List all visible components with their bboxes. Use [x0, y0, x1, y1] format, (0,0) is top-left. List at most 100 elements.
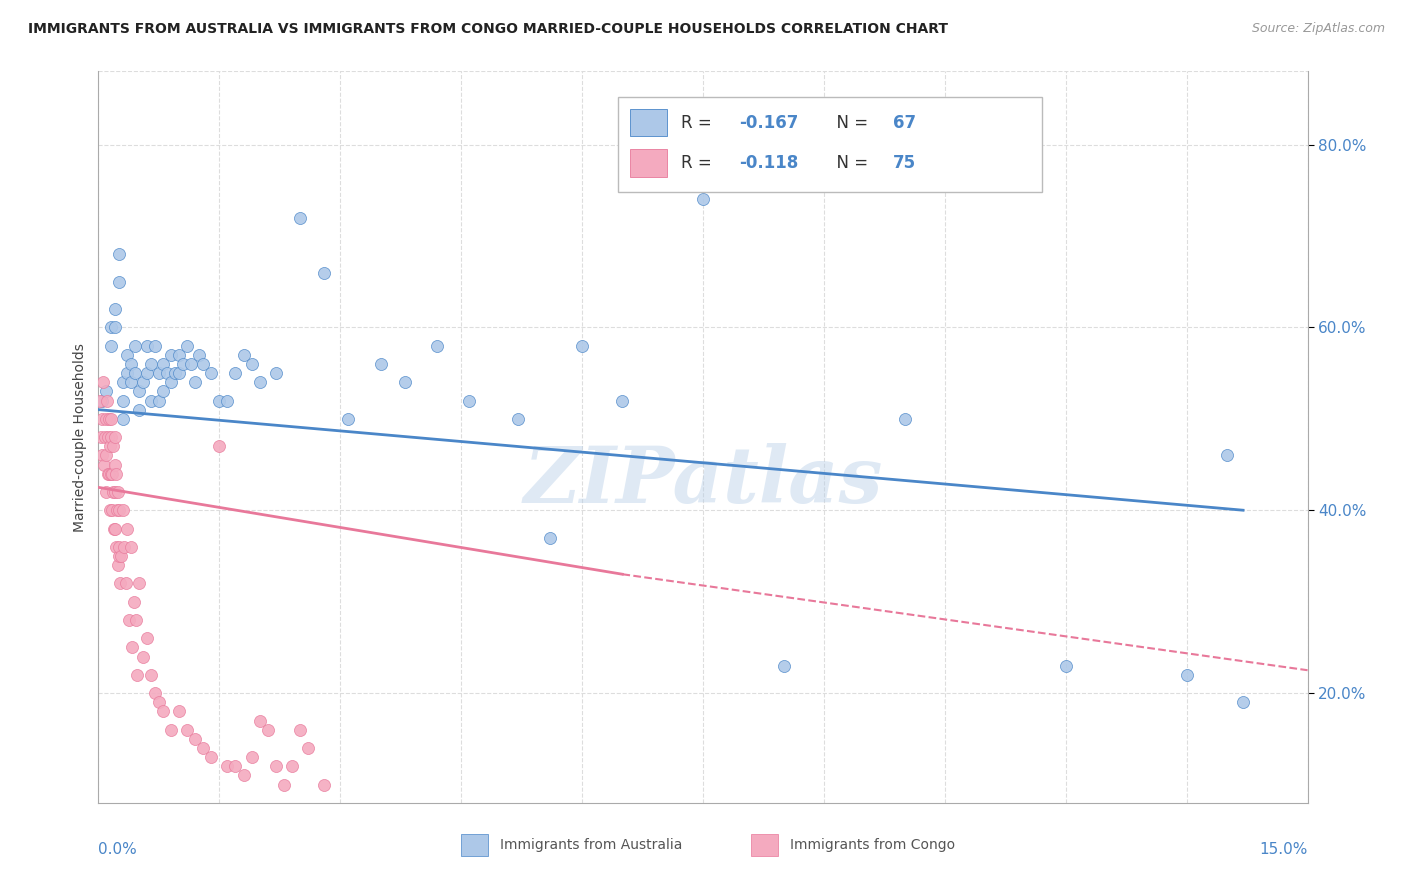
- Point: [97, 430, 120, 444]
- Point: [96, 384, 118, 399]
- Point: [98, 503, 121, 517]
- Point: [135, 366, 157, 380]
- Point: [107, 485, 129, 500]
- Text: -0.167: -0.167: [740, 113, 799, 131]
- Point: [93, 458, 115, 472]
- Point: [232, 348, 254, 362]
- Point: [97, 412, 120, 426]
- Point: [264, 366, 287, 380]
- Point: [172, 357, 194, 371]
- Point: [110, 549, 132, 563]
- Point: [103, 430, 125, 444]
- Bar: [461, 834, 488, 856]
- Point: [124, 366, 146, 380]
- Point: [100, 467, 122, 481]
- Point: [101, 467, 124, 481]
- Point: [163, 366, 186, 380]
- Text: ZIPatlas: ZIPatlas: [523, 442, 883, 519]
- Point: [200, 366, 222, 380]
- Point: [458, 393, 481, 408]
- Point: [111, 393, 134, 408]
- Point: [139, 393, 162, 408]
- Point: [426, 339, 449, 353]
- Point: [89, 393, 111, 408]
- Point: [96, 412, 118, 426]
- Point: [297, 740, 319, 755]
- Point: [101, 503, 124, 517]
- Point: [105, 540, 128, 554]
- Point: [124, 339, 146, 353]
- Point: [281, 759, 304, 773]
- Point: [571, 339, 593, 353]
- Point: [121, 640, 143, 655]
- Text: Source: ZipAtlas.com: Source: ZipAtlas.com: [1251, 22, 1385, 36]
- Point: [107, 247, 129, 261]
- Point: [117, 521, 139, 535]
- Point: [240, 357, 263, 371]
- Point: [100, 339, 122, 353]
- Point: [156, 366, 179, 380]
- Point: [772, 658, 794, 673]
- Point: [112, 540, 135, 554]
- Point: [160, 723, 183, 737]
- Point: [90, 448, 112, 462]
- Point: [249, 375, 271, 389]
- Point: [224, 366, 246, 380]
- Point: [139, 357, 162, 371]
- Point: [167, 705, 190, 719]
- Point: [217, 393, 239, 408]
- Point: [370, 357, 392, 371]
- Point: [538, 531, 561, 545]
- Point: [118, 613, 141, 627]
- Text: N =: N =: [827, 153, 873, 172]
- Point: [224, 759, 246, 773]
- Point: [132, 375, 155, 389]
- Point: [101, 485, 124, 500]
- Point: [193, 357, 215, 371]
- Point: [96, 448, 118, 462]
- Point: [120, 375, 142, 389]
- Point: [152, 384, 174, 399]
- Point: [249, 714, 271, 728]
- Point: [160, 375, 183, 389]
- Point: [148, 393, 170, 408]
- Point: [90, 430, 112, 444]
- Y-axis label: Married-couple Households: Married-couple Households: [73, 343, 87, 532]
- Point: [188, 348, 211, 362]
- Point: [176, 723, 198, 737]
- Point: [115, 348, 138, 362]
- Text: Immigrants from Australia: Immigrants from Australia: [501, 838, 682, 852]
- Point: [208, 393, 231, 408]
- Point: [167, 366, 190, 380]
- Point: [128, 576, 150, 591]
- Text: IMMIGRANTS FROM AUSTRALIA VS IMMIGRANTS FROM CONGO MARRIED-COUPLE HOUSEHOLDS COR: IMMIGRANTS FROM AUSTRALIA VS IMMIGRANTS …: [28, 22, 948, 37]
- Point: [103, 320, 125, 334]
- Text: N =: N =: [827, 113, 873, 131]
- Point: [200, 750, 222, 764]
- Text: Immigrants from Congo: Immigrants from Congo: [790, 838, 955, 852]
- Point: [256, 723, 278, 737]
- Point: [132, 649, 155, 664]
- Point: [139, 667, 162, 681]
- Point: [152, 357, 174, 371]
- Point: [288, 211, 311, 225]
- Point: [128, 384, 150, 399]
- Point: [337, 412, 360, 426]
- Point: [120, 540, 142, 554]
- Point: [893, 412, 915, 426]
- Point: [148, 366, 170, 380]
- Text: 67: 67: [893, 113, 915, 131]
- Point: [91, 393, 114, 408]
- Point: [692, 193, 714, 207]
- Point: [108, 576, 131, 591]
- Point: [108, 540, 131, 554]
- Point: [167, 348, 190, 362]
- Point: [97, 467, 120, 481]
- Point: [124, 613, 146, 627]
- Point: [115, 366, 138, 380]
- Point: [1175, 667, 1198, 681]
- Point: [107, 503, 129, 517]
- Point: [232, 768, 254, 782]
- Point: [100, 430, 122, 444]
- Point: [114, 576, 136, 591]
